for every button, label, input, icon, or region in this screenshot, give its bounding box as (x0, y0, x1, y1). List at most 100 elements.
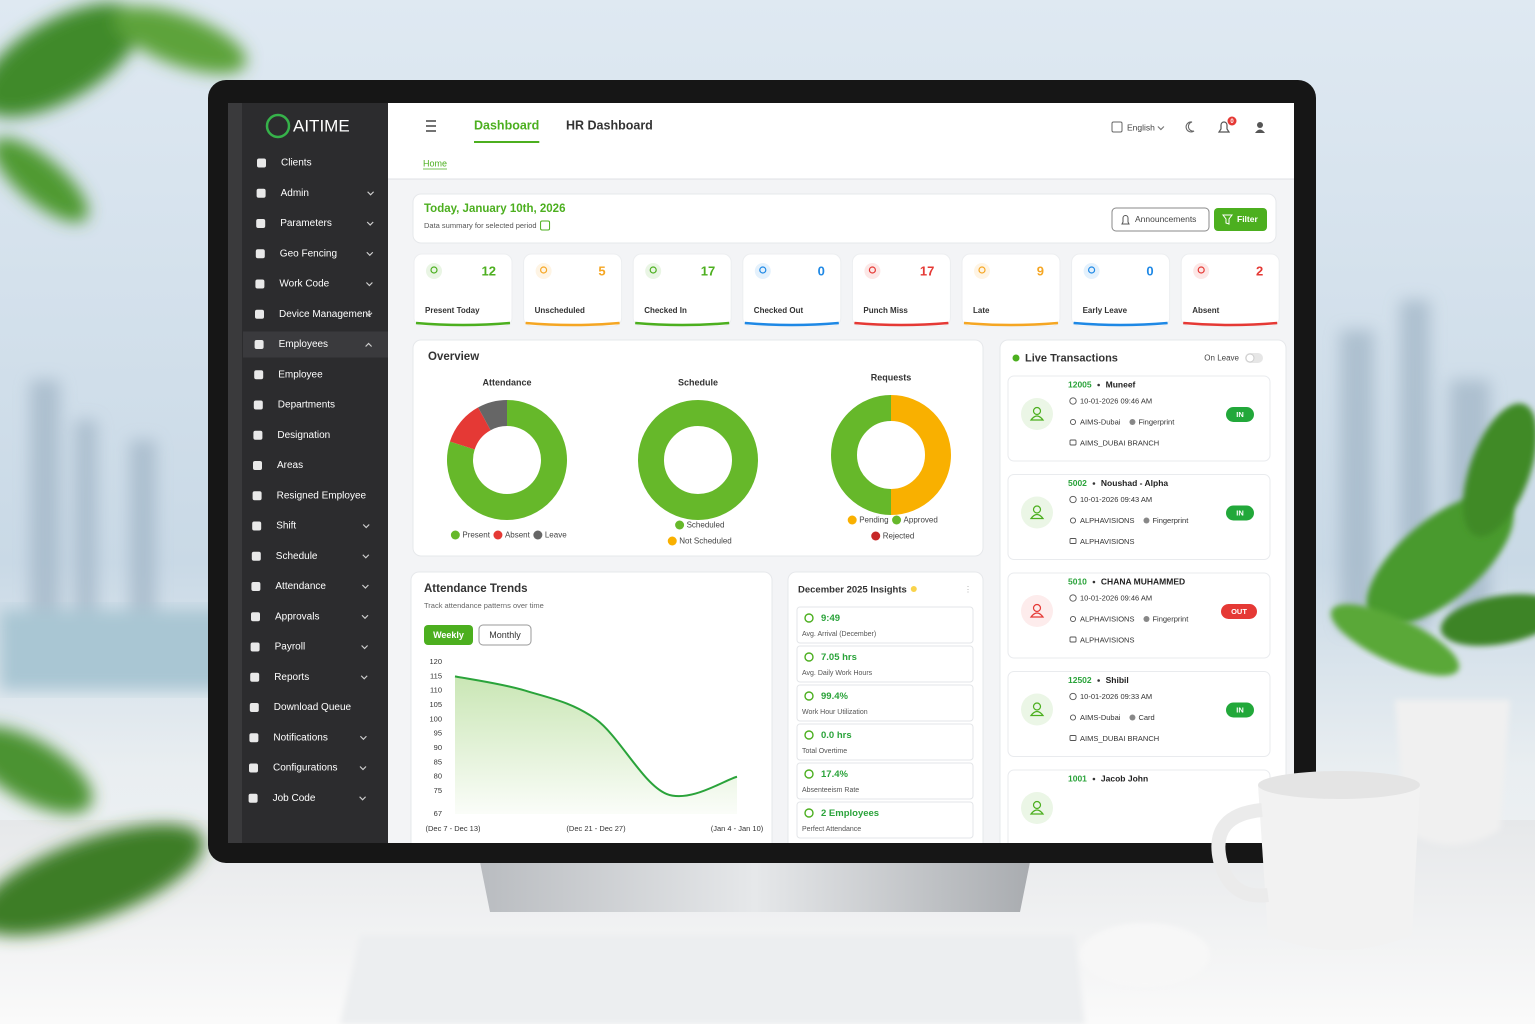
menu-item[interactable]: Admin (281, 188, 309, 199)
monthly-label[interactable]: Monthly (489, 630, 521, 640)
menu-item[interactable]: Work Code (279, 279, 329, 290)
filter-button[interactable] (1214, 208, 1267, 231)
legend-swatch (675, 520, 685, 530)
more-icon: ⋮ (964, 585, 972, 594)
stat-icon (426, 263, 442, 279)
sidebar-edge (228, 103, 242, 843)
pie-segment (638, 400, 758, 520)
pie-title: Schedule (678, 377, 718, 387)
menu-item[interactable]: Areas (277, 460, 303, 471)
menu-icon (256, 188, 266, 198)
toggle-knob (1245, 353, 1255, 363)
y-tick-label: 95 (434, 729, 442, 738)
transaction-location: ALPHAVISIONS (1080, 614, 1134, 623)
chevron (359, 735, 367, 741)
insight-value: 7.05 hrs (821, 652, 857, 663)
language[interactable]: English (1127, 122, 1155, 132)
transaction-method: Card (1138, 713, 1154, 722)
weekly-label[interactable]: Weekly (433, 630, 464, 640)
stat-card (742, 253, 842, 327)
status-label: OUT (1231, 607, 1247, 616)
monthly-button[interactable] (478, 624, 532, 646)
menu-item[interactable]: Employee (278, 369, 323, 380)
avatar-body (1029, 415, 1045, 421)
legend-swatch (450, 530, 460, 540)
menu-item[interactable]: Departments (278, 400, 335, 411)
menu-item[interactable]: Shift (276, 521, 296, 532)
mug (1211, 771, 1420, 950)
menu-icon (253, 400, 263, 410)
avatar-head (1032, 800, 1042, 810)
insight-item (796, 606, 974, 644)
dashboard: AITIME Clients Admin Parameters Geo Fencing W… (228, 103, 1294, 843)
stat-icon-dot (539, 266, 548, 274)
weekly-button[interactable] (424, 625, 473, 645)
menu-item[interactable]: Employees (279, 339, 328, 350)
legend-item: Rejected (871, 531, 914, 541)
pie-title: Attendance (482, 377, 531, 387)
stat-icon-dot (1197, 266, 1205, 274)
menu-icon (257, 158, 266, 168)
menu-item[interactable]: Device Management (279, 309, 371, 320)
insight-label: Total Overtime (802, 748, 847, 755)
legend-label: Absent (505, 531, 531, 540)
menu-item[interactable]: Designation (277, 430, 330, 441)
employee-name: Noushad - Alpha (1101, 478, 1168, 488)
insight-item (796, 762, 974, 800)
announcements-button[interactable] (1111, 207, 1210, 232)
separator-dot (1092, 580, 1096, 584)
branch-icon (1069, 636, 1077, 643)
legend-item: Absent (493, 530, 531, 540)
breadcrumb[interactable]: Home (423, 158, 447, 168)
legend-label: Leave (545, 531, 567, 540)
y-tick-label: 110 (430, 686, 442, 695)
stat-icon-dot (430, 266, 438, 274)
menu-icon (251, 582, 261, 591)
menu-item[interactable]: Geo Fencing (280, 248, 337, 259)
transaction-branch: ALPHAVISIONS (1080, 537, 1134, 546)
menu-item[interactable]: Notifications (273, 732, 327, 743)
menu-item[interactable]: Schedule (276, 551, 318, 562)
toggle-label: On Leave (1204, 354, 1239, 363)
stat-value: 17 (920, 263, 934, 278)
location-icon (1069, 418, 1077, 426)
transaction-method: Fingerprint (1138, 417, 1175, 426)
tab[interactable]: HR Dashboard (566, 118, 653, 132)
menu-item[interactable]: Resigned Employee (277, 490, 367, 501)
legend-item: Not Scheduled (667, 536, 732, 546)
stat-value: 9 (1037, 263, 1044, 278)
separator-dot (1097, 679, 1100, 682)
stat-icon (1083, 263, 1100, 279)
status-label: IN (1236, 705, 1244, 714)
menu-item[interactable]: Job Code (273, 793, 316, 804)
stat-label: Punch Miss (863, 306, 908, 315)
transaction-location: AIMS-Dubai (1080, 417, 1121, 426)
menu-active (243, 331, 388, 358)
legend-label: Present (462, 531, 490, 540)
stat-card (632, 253, 732, 327)
avatar-body (1029, 710, 1045, 717)
legend-label: Approved (904, 516, 938, 525)
legend-label: Not Scheduled (679, 537, 731, 546)
pie-segment (447, 400, 567, 520)
menu-item[interactable]: Parameters (280, 218, 332, 229)
menu-icon (254, 370, 264, 380)
menu-item[interactable]: Payroll (275, 642, 306, 653)
stat-value: 0 (1146, 263, 1153, 278)
menu-item[interactable]: Download Queue (274, 702, 352, 713)
menu-item[interactable]: Attendance (275, 581, 326, 592)
menu-item[interactable]: Clients (281, 158, 312, 169)
status-label: IN (1236, 410, 1244, 419)
y-tick-label: 90 (434, 743, 442, 752)
tab[interactable]: Dashboard (474, 118, 539, 132)
location-icon (1069, 615, 1077, 623)
insight-item (796, 801, 974, 839)
stat-card (523, 253, 623, 327)
menu-item[interactable]: Reports (274, 672, 309, 683)
summary-card (412, 193, 1277, 244)
menu-item[interactable]: Configurations (273, 763, 337, 774)
employee-name: Muneef (1106, 379, 1136, 389)
menu-item[interactable]: Approvals (275, 611, 319, 622)
stat-accent (1073, 321, 1168, 327)
legend-swatch (847, 515, 857, 525)
